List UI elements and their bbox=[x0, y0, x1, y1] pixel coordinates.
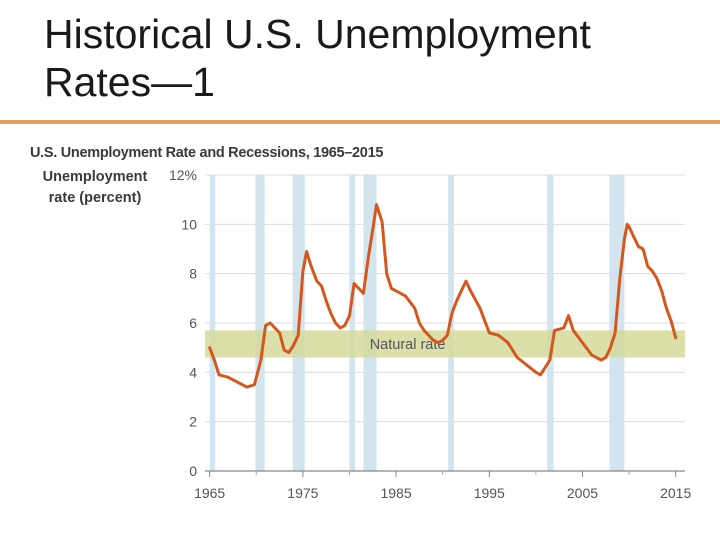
y-axis-label: Unemployment rate (percent) bbox=[30, 167, 160, 209]
slide-title: Historical U.S. Unemployment Rates—1 bbox=[44, 10, 704, 106]
y-tick-label-12: 12% bbox=[169, 167, 197, 183]
y-tick-label-10: 10 bbox=[181, 216, 197, 232]
x-tick-label-1985: 1985 bbox=[380, 485, 411, 501]
y-tick-label-4: 4 bbox=[189, 364, 197, 380]
recession-bar-0 bbox=[209, 175, 216, 471]
y-tick-label-0: 0 bbox=[189, 463, 197, 479]
y-tick-label-6: 6 bbox=[189, 315, 197, 331]
natural-rate-label: Natural rate bbox=[370, 337, 446, 353]
recession-bar-4 bbox=[363, 175, 377, 471]
recession-bar-3 bbox=[349, 175, 356, 471]
y-tick-label-2: 2 bbox=[189, 414, 197, 430]
title-divider bbox=[0, 120, 720, 124]
x-tick-label-2015: 2015 bbox=[660, 485, 691, 501]
natural-rate-band bbox=[205, 330, 685, 358]
slide-title-line1: Historical U.S. Unemployment bbox=[44, 11, 591, 57]
recession-bar-1 bbox=[255, 175, 265, 471]
slide-title-line2: Rates—1 bbox=[44, 59, 215, 105]
recession-bar-6 bbox=[547, 175, 554, 471]
x-tick-label-1975: 1975 bbox=[287, 485, 318, 501]
y-axis-label-line2: rate (percent) bbox=[48, 190, 142, 206]
x-tick-label-2005: 2005 bbox=[567, 485, 598, 501]
unemployment-rate-line bbox=[208, 203, 678, 389]
x-tick-label-1995: 1995 bbox=[474, 485, 505, 501]
x-tick-label-1965: 1965 bbox=[194, 485, 225, 501]
y-axis-label-line1: Unemployment bbox=[42, 169, 148, 185]
y-tick-label-8: 8 bbox=[189, 266, 197, 282]
chart-title: U.S. Unemployment Rate and Recessions, 1… bbox=[30, 145, 384, 161]
